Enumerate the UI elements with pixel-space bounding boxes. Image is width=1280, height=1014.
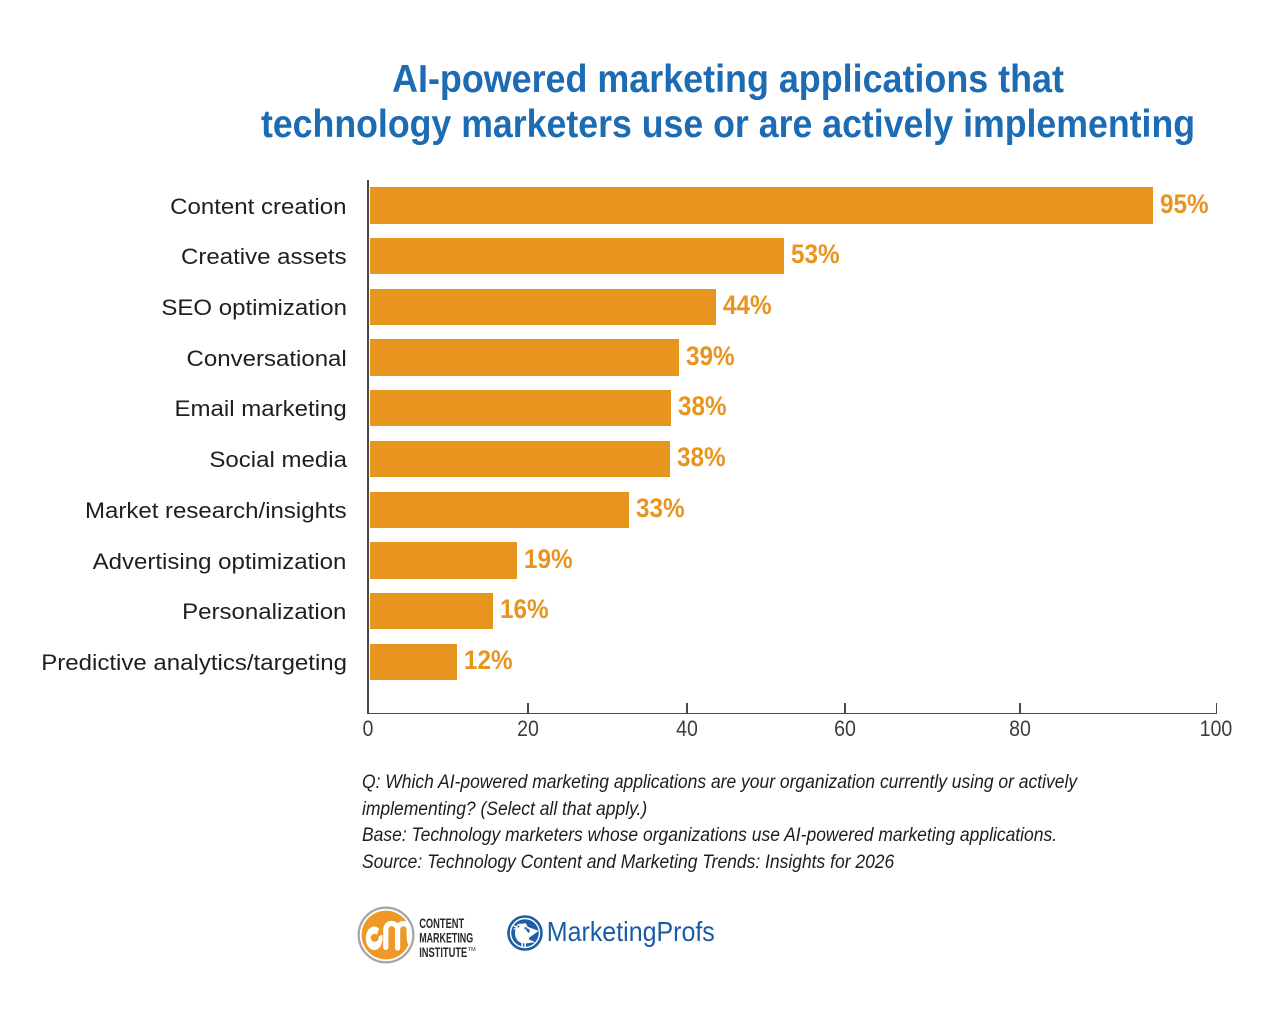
svg-text:CONTENT: CONTENT bbox=[419, 916, 464, 931]
svg-text:MARKETING: MARKETING bbox=[419, 930, 473, 945]
svg-text:MarketingProfs: MarketingProfs bbox=[547, 916, 715, 947]
svg-text:INSTITUTE: INSTITUTE bbox=[419, 945, 467, 960]
svg-text:TM: TM bbox=[468, 947, 476, 953]
